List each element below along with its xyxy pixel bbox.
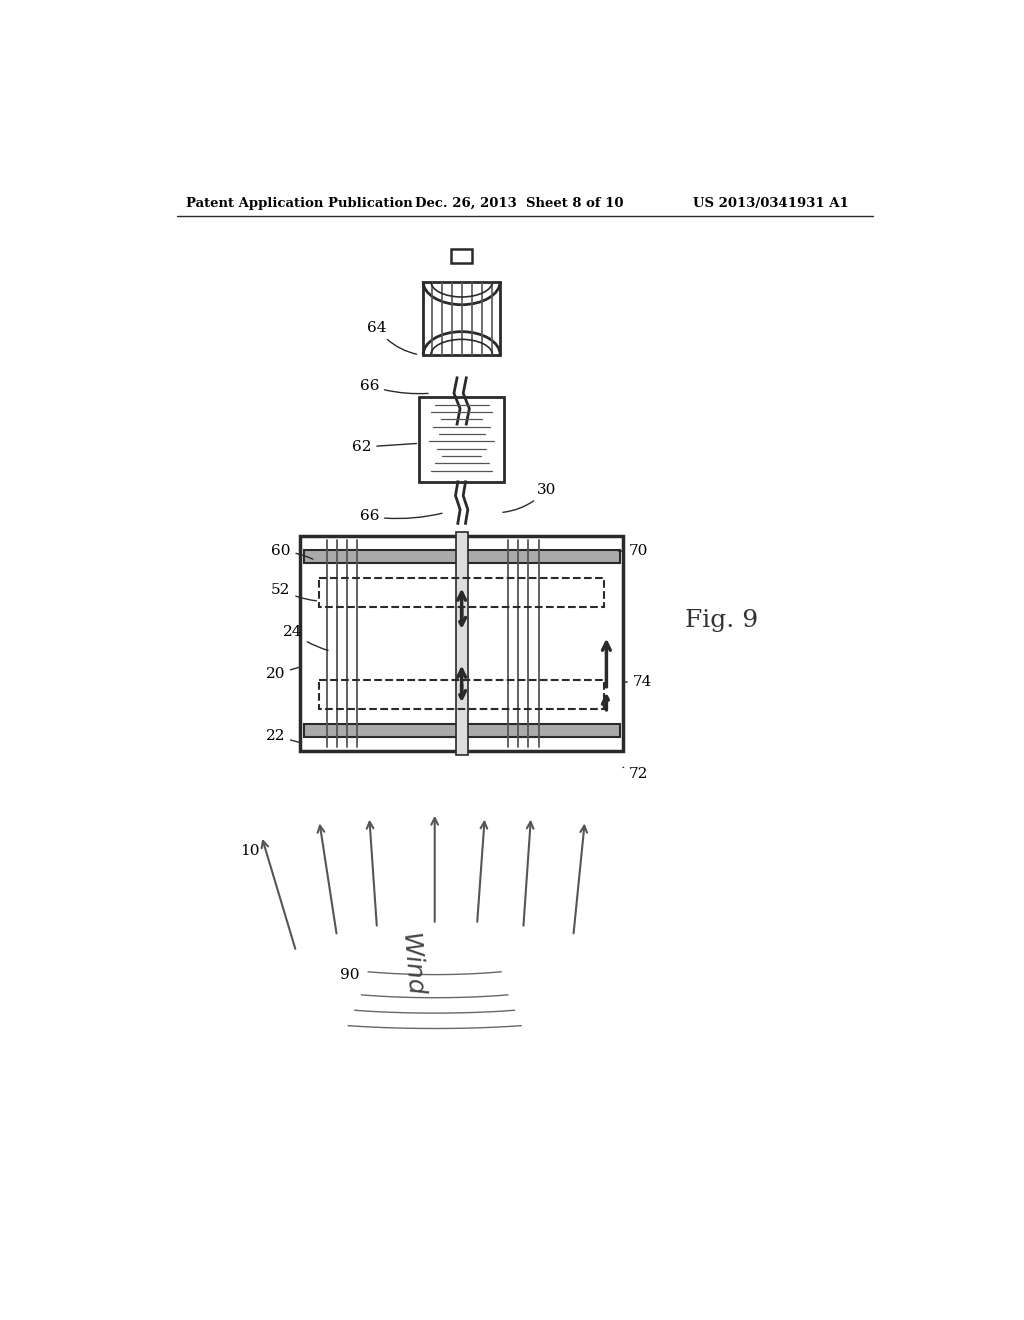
Text: Patent Application Publication: Patent Application Publication — [186, 197, 413, 210]
Bar — [451, 249, 472, 263]
Text: 60: 60 — [271, 544, 313, 560]
Text: 66: 66 — [359, 379, 428, 393]
Text: 62: 62 — [352, 440, 417, 454]
Bar — [304, 723, 620, 738]
Text: 66: 66 — [359, 510, 442, 524]
Text: 22: 22 — [265, 729, 301, 743]
Text: 30: 30 — [503, 483, 556, 512]
Text: 10: 10 — [241, 845, 260, 858]
Bar — [304, 549, 620, 564]
Text: 70: 70 — [618, 544, 648, 558]
Text: Dec. 26, 2013  Sheet 8 of 10: Dec. 26, 2013 Sheet 8 of 10 — [416, 197, 624, 210]
Bar — [319, 578, 604, 607]
Text: Fig. 9: Fig. 9 — [685, 609, 758, 632]
Bar — [300, 536, 624, 751]
Text: 90: 90 — [340, 968, 359, 982]
Text: 64: 64 — [368, 321, 417, 354]
Text: 74: 74 — [624, 675, 652, 689]
Text: US 2013/0341931 A1: US 2013/0341931 A1 — [692, 197, 849, 210]
Bar — [456, 532, 468, 755]
Text: 52: 52 — [271, 582, 316, 601]
Text: Wind: Wind — [397, 932, 426, 998]
Text: 24: 24 — [283, 624, 328, 651]
Text: 20: 20 — [265, 668, 299, 681]
Text: 72: 72 — [623, 767, 648, 781]
Bar — [419, 397, 504, 482]
Bar — [423, 281, 500, 355]
Bar — [319, 680, 604, 709]
